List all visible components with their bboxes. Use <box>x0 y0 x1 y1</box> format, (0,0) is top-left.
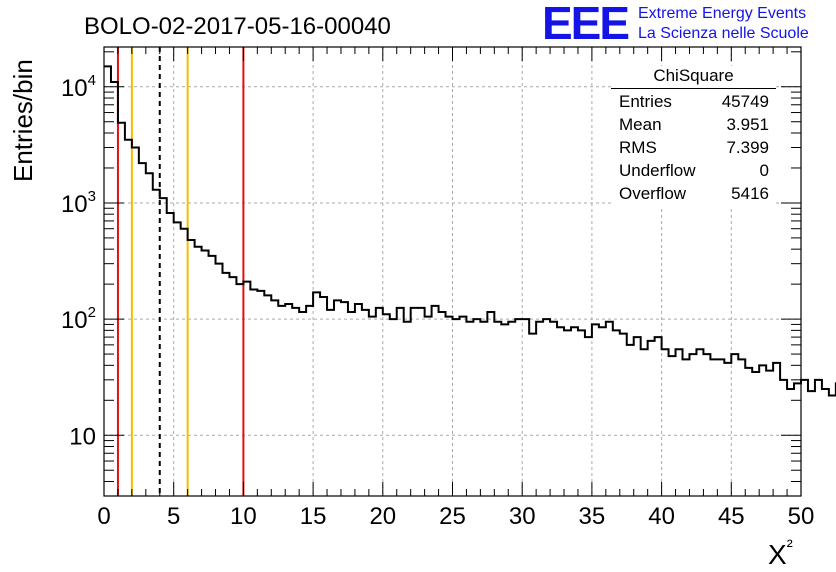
x-tick-label: 45 <box>718 503 745 530</box>
x-axis-label: X² <box>768 536 793 570</box>
x-tick-label: 30 <box>509 503 536 530</box>
stats-key: Mean <box>619 115 662 134</box>
y-tick-labels: 10 102 103 104 <box>61 72 96 450</box>
x-tick-label: 15 <box>300 503 327 530</box>
histogram-bars <box>104 65 836 397</box>
logo-line-2: La Scienza nelle Scuole <box>638 25 809 42</box>
stats-value: 3.951 <box>726 115 769 134</box>
stats-key: Entries <box>619 92 672 111</box>
chart-title: BOLO-02-2017-05-16-00040 <box>84 13 391 40</box>
x-tick-labels: 0 5 10 15 20 25 30 35 40 45 50 <box>97 503 814 530</box>
x-tick-label: 10 <box>230 503 257 530</box>
x-tick-label: 50 <box>788 503 815 530</box>
x-tick-label: 40 <box>648 503 675 530</box>
y-tick-label: 104 <box>61 72 96 102</box>
stats-key: Underflow <box>619 161 696 180</box>
x-axis-label-exponent: ² <box>787 536 793 556</box>
y-tick-exponent: 2 <box>88 304 96 321</box>
stats-value: 5416 <box>731 184 769 203</box>
y-tick-exponent: 3 <box>88 188 96 205</box>
eee-logo: EEE Extreme Energy Events La Scienza nel… <box>542 0 832 49</box>
cut-lines <box>116 47 245 496</box>
y-tick-label: 103 <box>61 188 96 218</box>
histogram-outline <box>104 65 836 397</box>
stats-value: 45749 <box>721 92 769 111</box>
stats-value: 0 <box>759 161 769 180</box>
x-tick-label: 20 <box>369 503 396 530</box>
x-tick-label: 0 <box>97 503 110 530</box>
stats-box: ChiSquare Entries 45749 Mean 3.951 RMS 7… <box>611 66 776 207</box>
logo-line-1: Extreme Energy Events <box>638 5 807 22</box>
x-tick-label: 5 <box>167 503 180 530</box>
stats-key: Overflow <box>619 184 687 203</box>
stats-value: 7.399 <box>726 138 769 157</box>
eee-logo-letters: EEE <box>542 0 630 49</box>
y-axis-label: Entries/bin <box>8 59 38 182</box>
stats-box-title: ChiSquare <box>653 66 734 85</box>
stats-key: RMS <box>619 138 657 157</box>
y-tick-exponent: 4 <box>88 72 96 89</box>
x-tick-label: 35 <box>579 503 606 530</box>
axis-ticks <box>103 47 802 497</box>
y-tick-label: 102 <box>61 304 96 334</box>
y-tick-label: 10 <box>69 423 96 450</box>
stats-box-divider <box>611 88 776 89</box>
x-tick-label: 25 <box>439 503 466 530</box>
